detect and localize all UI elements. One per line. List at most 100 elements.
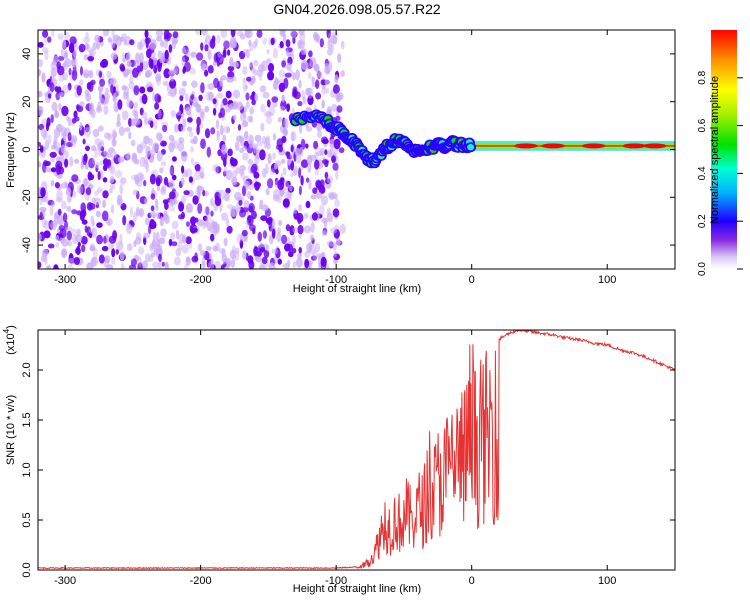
noise-speckle [135,206,140,217]
snr-x-label: Height of straight line (km) [293,583,421,595]
noise-speckle [265,111,273,117]
noise-speckle [106,218,113,226]
noise-speckle [98,125,104,132]
noise-speckle [287,243,293,252]
noise-speckle [245,220,249,229]
noise-speckle [94,148,98,159]
noise-speckle [256,250,262,257]
noise-speckle [130,139,136,147]
noise-speckle [246,76,252,82]
noise-speckle [310,194,317,200]
noise-speckle [66,141,73,148]
noise-speckle [309,234,315,241]
noise-speckle [207,222,212,232]
noise-speckle [210,233,215,242]
noise-speckle [169,165,175,176]
noise-speckle [200,138,206,150]
noise-speckle [178,214,184,220]
noise-speckle [80,66,83,76]
noise-speckle [53,214,59,226]
noise-speckle [122,57,127,63]
noise-speckle [275,168,279,175]
noise-speckle [60,48,64,57]
noise-speckle [76,85,82,96]
noise-speckle [264,243,269,250]
signal-blob [467,144,475,151]
noise-speckle [207,83,215,90]
noise-speckle [138,208,145,218]
noise-speckle [171,241,178,247]
noise-speckle [119,177,127,185]
noise-speckle [150,193,156,200]
noise-speckle [55,197,63,203]
noise-speckle [241,145,248,151]
noise-speckle [309,57,317,69]
noise-speckle [258,204,262,210]
noise-speckle [264,137,269,144]
noise-speckle [71,117,77,124]
noise-speckle [266,48,270,55]
noise-speckle [278,220,283,227]
colorbar-tick-label: 0.6 [697,118,708,132]
noise-speckle [102,190,109,199]
noise-speckle [206,146,211,158]
noise-speckle [71,174,79,182]
noise-speckle [276,232,282,243]
noise-speckle [60,144,66,154]
noise-speckle [178,201,185,212]
noise-speckle [335,115,341,121]
noise-speckle [133,102,139,109]
noise-speckle [303,212,309,220]
noise-speckle [82,154,88,166]
noise-speckle [245,92,250,101]
noise-speckle [153,247,158,255]
noise-speckle [141,60,149,71]
noise-speckle [66,115,70,121]
noise-speckle [262,168,267,178]
noise-speckle [230,30,236,38]
noise-speckle [185,203,193,214]
noise-speckle [102,158,109,166]
noise-speckle [163,176,169,186]
noise-speckle [160,39,164,48]
noise-speckle [112,86,117,93]
noise-speckle [205,215,212,224]
noise-speckle [323,67,331,74]
noise-speckle [89,102,94,113]
noise-speckle [169,206,176,212]
noise-speckle [216,34,221,44]
noise-speckle [111,248,116,258]
noise-speckle [62,248,68,257]
noise-speckle [249,106,255,115]
noise-speckle [38,161,42,168]
noise-speckle [200,112,206,122]
noise-speckle [216,223,220,234]
noise-speckle [292,168,298,177]
noise-speckle [236,30,244,37]
noise-speckle [159,216,164,227]
noise-speckle [314,159,320,170]
noise-speckle [208,91,214,102]
noise-speckle [57,214,65,226]
noise-speckle [57,56,65,61]
noise-speckle [53,140,57,149]
noise-speckle [328,193,336,201]
noise-speckle [239,209,246,218]
noise-speckle [110,84,114,94]
noise-speckle [333,229,340,239]
y-tick-label: 2.0 [21,362,33,377]
noise-speckle [298,41,305,49]
signal-hotspot [642,143,667,149]
noise-speckle [88,157,95,169]
noise-speckle [282,167,287,176]
noise-speckle [102,164,108,171]
noise-speckle [153,119,158,130]
y-tick-label: 0 [21,146,33,152]
noise-speckle [332,208,340,218]
noise-speckle [103,235,107,244]
noise-speckle [155,198,159,209]
x-tick-label: 0 [469,274,475,286]
noise-speckle [106,152,113,158]
noise-speckle [214,195,222,207]
